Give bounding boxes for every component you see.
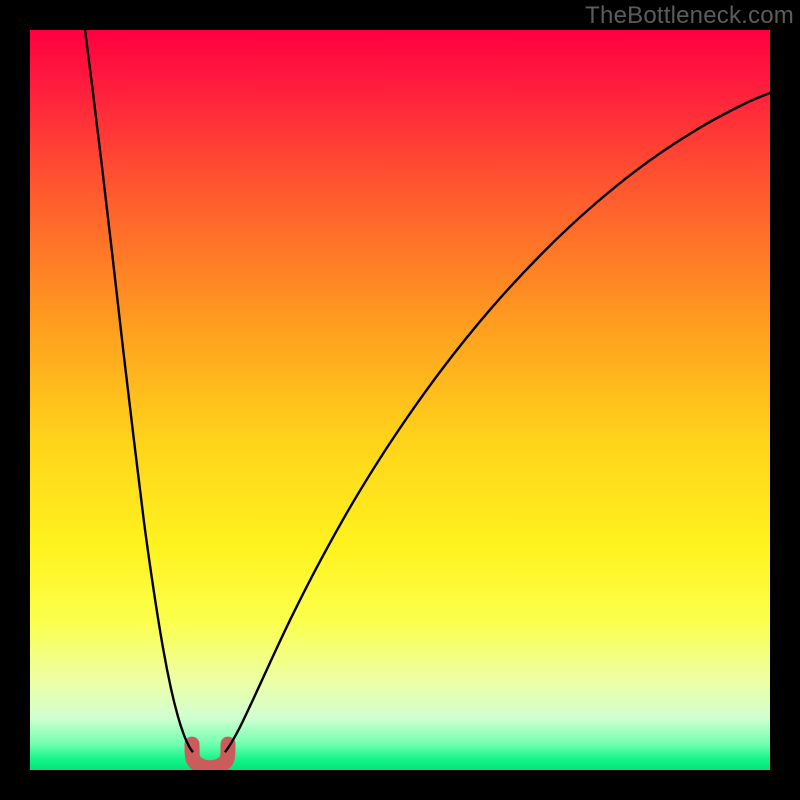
curve-right (225, 93, 770, 752)
curve-overlay (30, 30, 770, 770)
plot-area (30, 30, 770, 770)
watermark-text: TheBottleneck.com (585, 2, 794, 30)
bottom-bracket (192, 744, 228, 768)
curve-left (85, 30, 193, 752)
chart-frame: TheBottleneck.com (0, 0, 800, 800)
